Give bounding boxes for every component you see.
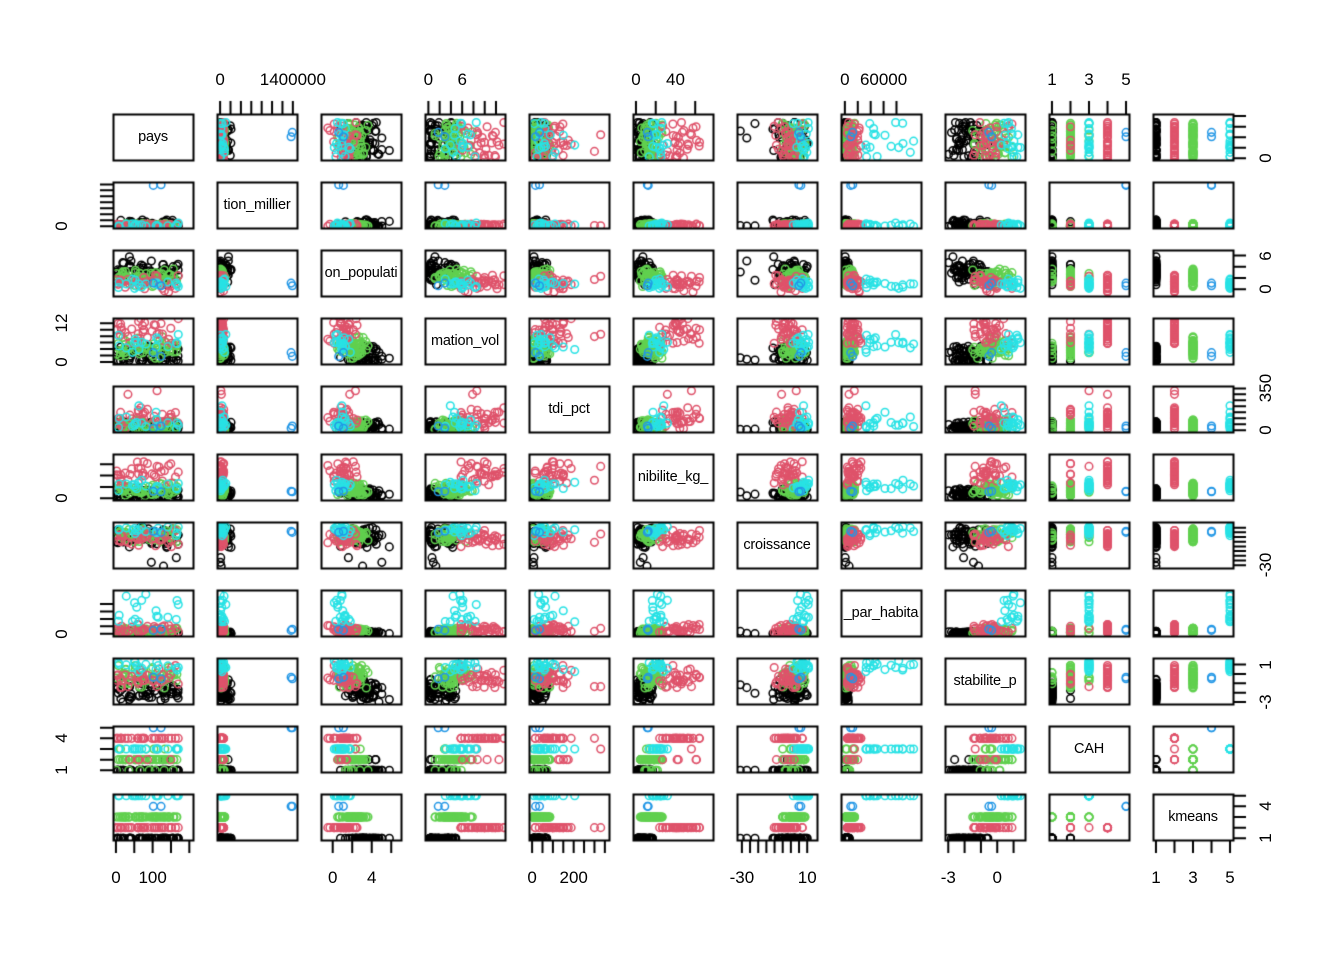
- axis-tick-label-top-col4: 0: [423, 70, 434, 89]
- axis-tick-label-left-row6: 0: [52, 493, 71, 504]
- axis-tick-label-bottom-col11: 3: [1188, 868, 1198, 887]
- axis-tick-label-right-row3: 0: [1256, 284, 1275, 294]
- axis-tick-label-left-row2: 0: [52, 221, 71, 231]
- axis-tick-label-left-row8: 0: [52, 629, 71, 639]
- axis-tick-label-right-row5: 0: [1256, 425, 1275, 435]
- axis-tick-label-bottom-col9: -3: [940, 868, 956, 887]
- axis-tick-label-right-row7: -30: [1256, 552, 1275, 578]
- axis-tick-label-right-row3: 6: [1256, 250, 1275, 261]
- diag-label-pays: pays: [138, 129, 168, 145]
- axis-tick-label-right-row11: 1: [1256, 833, 1275, 844]
- axis-tick-label-top-col6: 40: [666, 70, 685, 89]
- diag-label-kmeans: kmeans: [1168, 809, 1218, 825]
- axis-tick-label-right-row11: 4: [1256, 801, 1275, 812]
- diag-label-par-habita: _par_habita: [843, 605, 919, 621]
- axis-tick-label-right-row9: 1: [1256, 659, 1275, 670]
- axis-tick-label-top-col6: 0: [631, 70, 641, 89]
- diag-label-tion-millier: tion_millier: [223, 197, 291, 213]
- diag-label-tdi-pct: tdi_pct: [548, 401, 590, 417]
- axis-tick-label-bottom-col7: 10: [797, 868, 817, 887]
- axis-tick-label-bottom-col11: 5: [1225, 868, 1235, 887]
- axis-tick-label-top-col10: 5: [1121, 70, 1131, 89]
- axis-tick-label-bottom-col7: -30: [729, 868, 755, 887]
- diag-label-nibilite-kg: nibilite_kg_: [637, 469, 709, 485]
- axis-tick-label-left-row4: 12: [52, 313, 71, 333]
- axis-tick-label-bottom-col5: 0: [527, 868, 537, 887]
- axis-tick-label-bottom-col11: 1: [1151, 868, 1161, 887]
- axis-tick-label-right-row1: 0: [1256, 153, 1275, 164]
- axis-tick-label-right-row9: -3: [1256, 694, 1275, 710]
- axis-tick-label-top-col2: 1400000: [259, 70, 326, 89]
- axis-tick-label-left-row10: 4: [52, 733, 71, 744]
- axis-tick-label-right-row5: 350: [1256, 374, 1275, 403]
- diag-label-croissance: croissance: [743, 537, 811, 553]
- axis-tick-label-bottom-col1: 100: [138, 868, 167, 887]
- axis-tick-label-bottom-col9: 0: [992, 868, 1002, 887]
- diag-label-cah: CAH: [1073, 741, 1104, 757]
- axis-tick-label-bottom-col3: 4: [366, 868, 377, 887]
- axis-tick-label-left-row4: 0: [52, 357, 71, 367]
- axis-tick-label-top-col8: 0: [840, 70, 850, 89]
- diag-label-on-populati: on_populati: [324, 265, 398, 281]
- axis-tick-label-top-col8: 60000: [859, 70, 908, 89]
- diag-label-stabilite-p: stabilite_p: [953, 673, 1017, 689]
- axis-tick-label-bottom-col3: 0: [327, 868, 338, 887]
- axis-tick-label-top-col10: 3: [1084, 70, 1094, 89]
- axis-tick-label-bottom-col5: 200: [559, 868, 588, 887]
- axis-tick-label-top-col2: 0: [215, 70, 225, 89]
- axis-tick-label-top-col10: 1: [1047, 70, 1057, 89]
- diag-label-mation-vol: mation_vol: [430, 333, 500, 349]
- axis-tick-label-left-row10: 1: [52, 765, 71, 776]
- axis-tick-label-bottom-col1: 0: [111, 868, 121, 887]
- axis-tick-label-top-col4: 6: [457, 70, 467, 89]
